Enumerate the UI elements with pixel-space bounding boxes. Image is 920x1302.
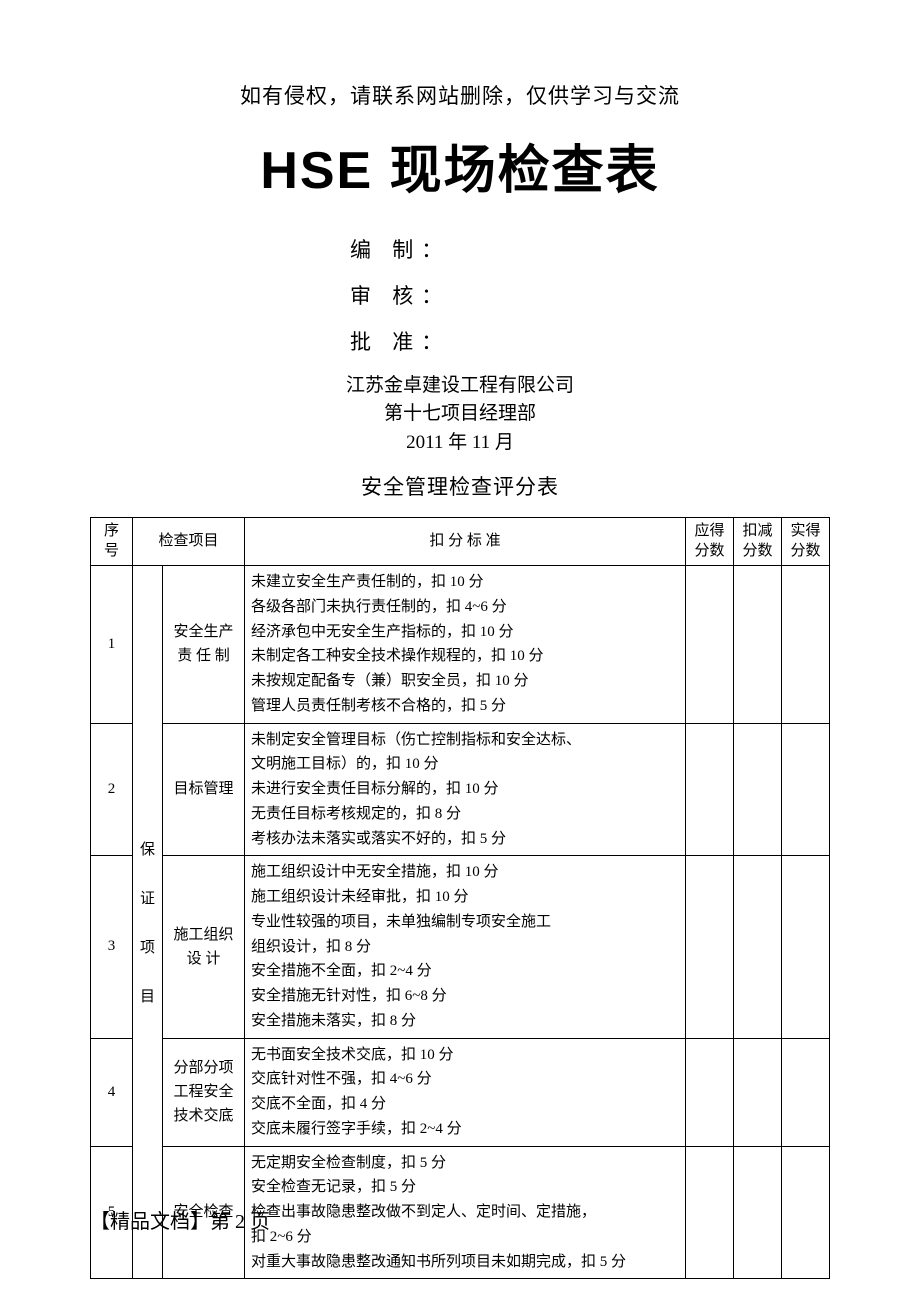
cell-should: [686, 1038, 734, 1146]
main-title: HSE 现场检查表: [90, 128, 830, 203]
cell-item: 分部分项 工程安全 技术交底: [163, 1038, 245, 1146]
cell-seq: 3: [91, 856, 133, 1038]
cell-deduct: [734, 1146, 782, 1279]
cell-actual: [782, 566, 830, 724]
cell-should: [686, 856, 734, 1038]
cell-actual: [782, 1146, 830, 1279]
meta-approve: 批 准：: [350, 319, 830, 365]
table-row: 1保证项目安全生产 责 任 制未建立安全生产责任制的，扣 10 分各级各部门未执…: [91, 566, 830, 724]
th-actual: 实得 分数: [782, 518, 830, 566]
cell-criteria: 未制定安全管理目标（伤亡控制指标和安全达标、文明施工目标）的，扣 10 分未进行…: [245, 723, 686, 856]
th-item-group: 检查项目: [133, 518, 245, 566]
cell-item: 安全生产 责 任 制: [163, 566, 245, 724]
cell-deduct: [734, 566, 782, 724]
table-row: 4 分部分项 工程安全 技术交底无书面安全技术交底，扣 10 分交底针对性不强，扣…: [91, 1038, 830, 1146]
org-company: 江苏金卓建设工程有限公司: [90, 372, 830, 401]
cell-criteria: 未建立安全生产责任制的，扣 10 分各级各部门未执行责任制的，扣 4~6 分经济…: [245, 566, 686, 724]
cell-item: 施工组织 设 计: [163, 856, 245, 1038]
table-header-row: 序号 检查项目 扣 分 标 准 应得 分数 扣减 分数 实得 分数: [91, 518, 830, 566]
cell-seq: 2: [91, 723, 133, 856]
th-should: 应得 分数: [686, 518, 734, 566]
meta-review: 审 核：: [350, 273, 830, 319]
cell-criteria: 无定期安全检查制度，扣 5 分安全检查无记录，扣 5 分检查出事故隐患整改做不到…: [245, 1146, 686, 1279]
table-row: 3 施工组织 设 计施工组织设计中无安全措施，扣 10 分施工组织设计未经审批，扣…: [91, 856, 830, 1038]
cell-actual: [782, 1038, 830, 1146]
cell-deduct: [734, 723, 782, 856]
table-body: 1保证项目安全生产 责 任 制未建立安全生产责任制的，扣 10 分各级各部门未执…: [91, 566, 830, 1279]
th-criteria: 扣 分 标 准: [245, 518, 686, 566]
cell-deduct: [734, 1038, 782, 1146]
cell-actual: [782, 856, 830, 1038]
cell-should: [686, 566, 734, 724]
org-dept: 第十七项目经理部: [90, 400, 830, 429]
meta-compile: 编 制：: [350, 227, 830, 273]
cell-deduct: [734, 856, 782, 1038]
cell-seq: 4: [91, 1038, 133, 1146]
cell-category: 保证项目: [133, 566, 163, 1279]
table-row: 2 目标管理未制定安全管理目标（伤亡控制指标和安全达标、文明施工目标）的，扣 10…: [91, 723, 830, 856]
cell-seq: 1: [91, 566, 133, 724]
page-footer: 【精品文档】第 2 页: [90, 1205, 270, 1234]
org-date: 2011 年 11 月: [90, 429, 830, 458]
meta-block: 编 制： 审 核： 批 准：: [350, 227, 830, 366]
cell-should: [686, 1146, 734, 1279]
copyright-notice: 如有侵权，请联系网站删除，仅供学习与交流: [90, 80, 830, 110]
cell-criteria: 施工组织设计中无安全措施，扣 10 分施工组织设计未经审批，扣 10 分专业性较…: [245, 856, 686, 1038]
th-seq: 序号: [91, 518, 133, 566]
cell-criteria: 无书面安全技术交底，扣 10 分交底针对性不强，扣 4~6 分交底不全面，扣 4…: [245, 1038, 686, 1146]
cell-item: 目标管理: [163, 723, 245, 856]
org-block: 江苏金卓建设工程有限公司 第十七项目经理部 2011 年 11 月: [90, 372, 830, 458]
cell-actual: [782, 723, 830, 856]
sub-title: 安全管理检查评分表: [90, 471, 830, 501]
score-table: 序号 检查项目 扣 分 标 准 应得 分数 扣减 分数 实得 分数 1保证项目安…: [90, 517, 830, 1279]
cell-should: [686, 723, 734, 856]
document-page: 如有侵权，请联系网站删除，仅供学习与交流 HSE 现场检查表 编 制： 审 核：…: [0, 0, 920, 1279]
th-deduct: 扣减 分数: [734, 518, 782, 566]
